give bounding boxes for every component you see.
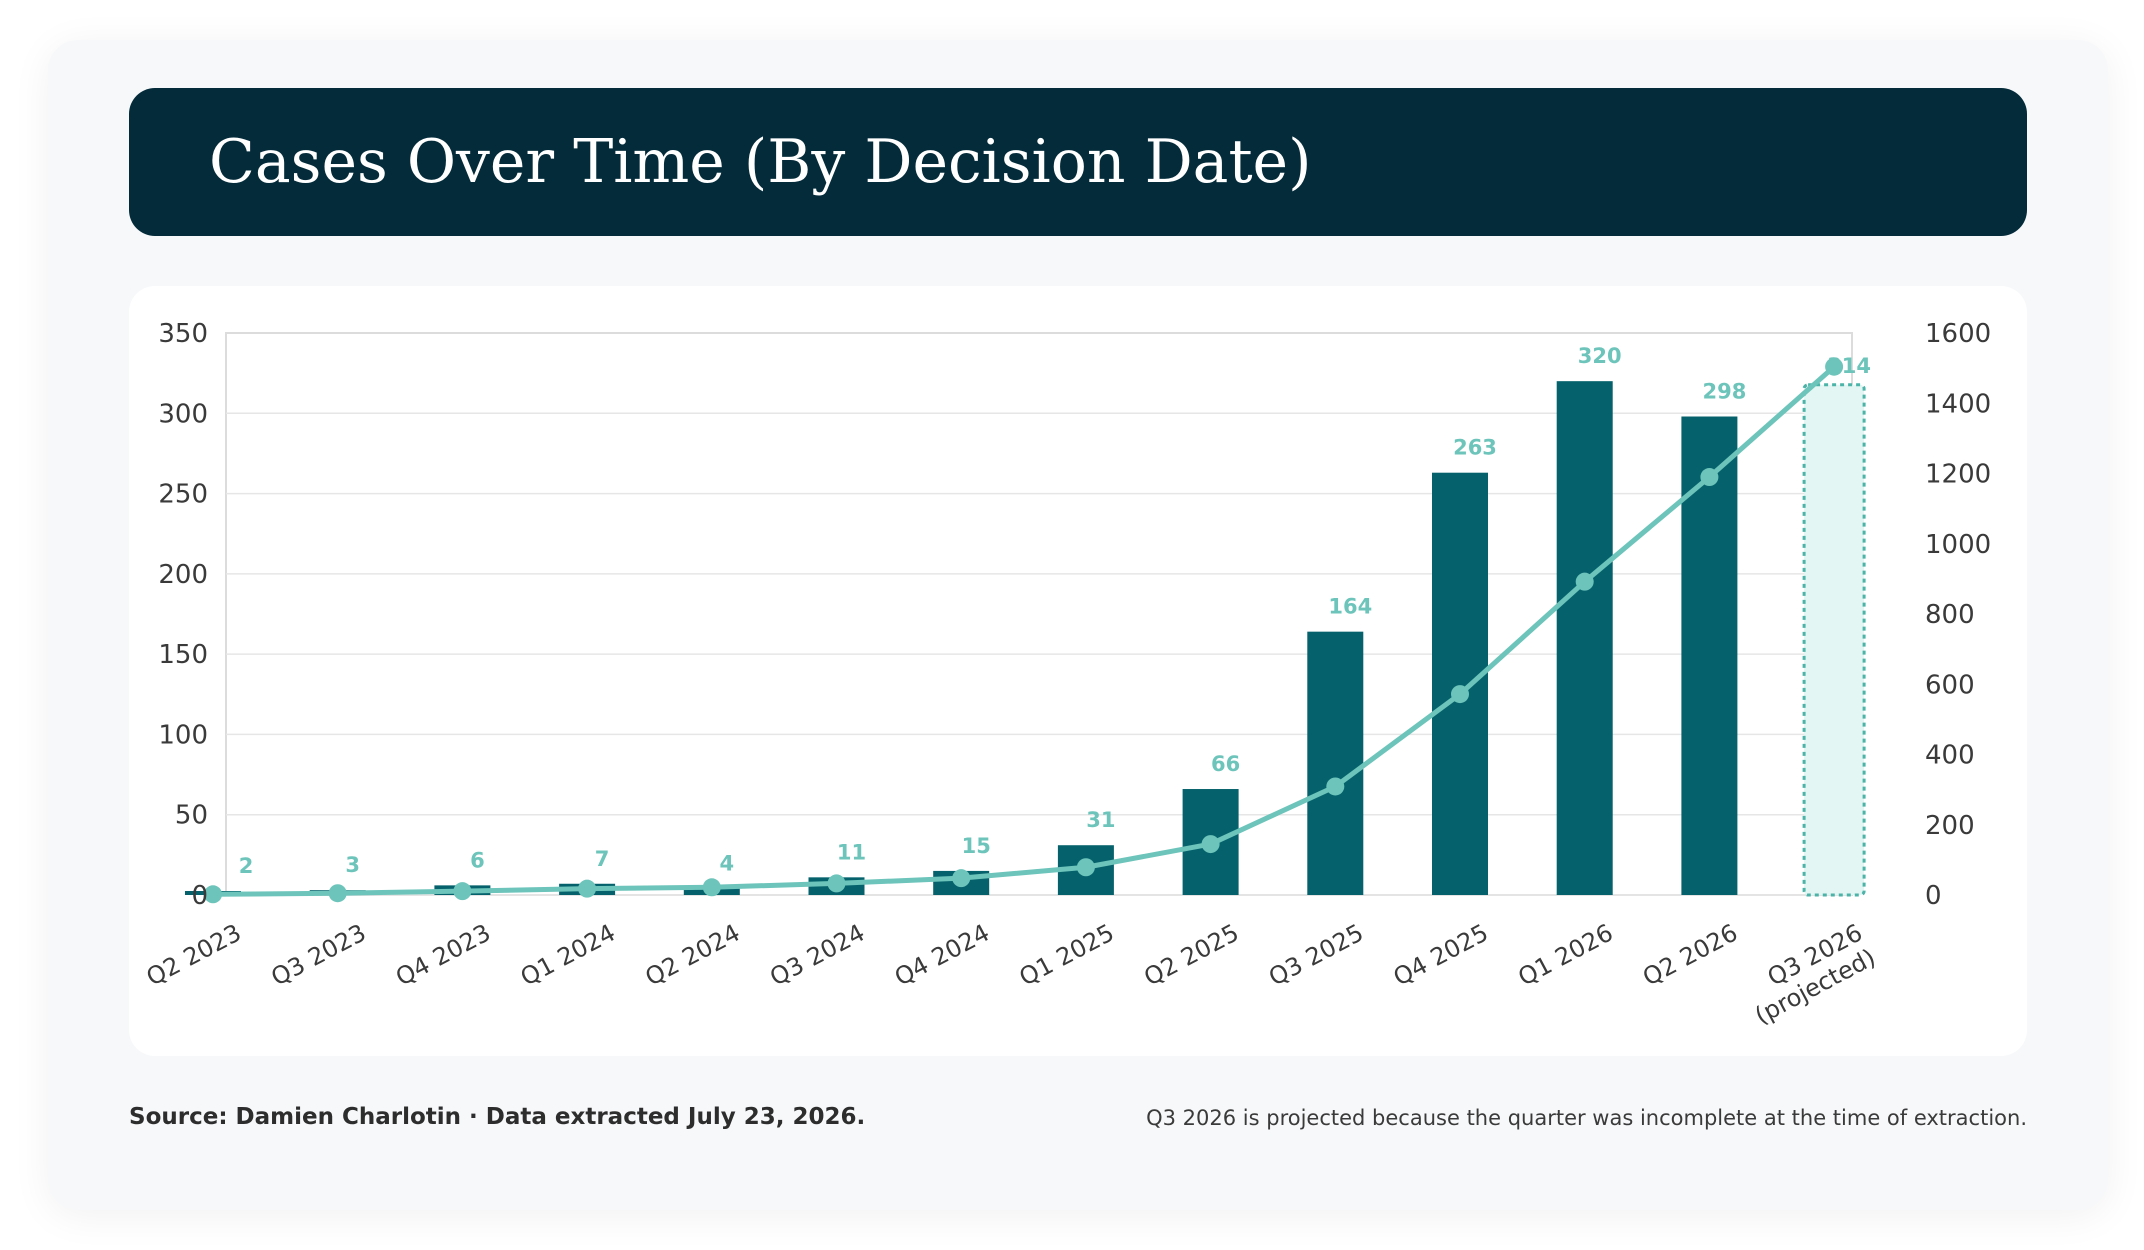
bar-value-label: 263 <box>1453 436 1497 460</box>
x-tick-label: Q4 2025 <box>1389 919 1493 992</box>
line-point <box>1575 572 1594 591</box>
x-tick-label: Q3 2023 <box>267 919 371 992</box>
x-tick-label: Q4 2024 <box>890 919 994 992</box>
line-point <box>1451 685 1469 704</box>
x-tick-label: Q2 2023 <box>142 919 246 992</box>
bar-projected <box>1802 383 1866 897</box>
x-tick-label: Q3 2024 <box>765 919 869 992</box>
line-point <box>578 879 597 898</box>
y-tick-label: 0 <box>191 881 208 911</box>
line-point <box>702 878 721 897</box>
x-tick-label: Q2 2026 <box>1638 919 1742 992</box>
bar-value-label: 298 <box>1702 379 1746 403</box>
line-point <box>453 882 472 901</box>
y-tick-label: 250 <box>158 480 208 510</box>
line-point <box>1201 835 1220 854</box>
y2-tick-label: 400 <box>1925 741 1975 771</box>
y2-tick-label: 200 <box>1925 811 1975 841</box>
bar-value-label: 3 <box>345 853 360 877</box>
y2-tick-label: 1000 <box>1925 530 1991 560</box>
line-point <box>1076 858 1095 877</box>
x-tick-label: Q2 2025 <box>1139 919 1243 992</box>
line-layer <box>204 357 1844 904</box>
line-point <box>827 874 846 893</box>
y-tick-label: 200 <box>158 560 208 590</box>
y2-tick-label: 1600 <box>1925 319 1991 349</box>
source-note: Source: Damien Charlotin · Data extracte… <box>129 1104 866 1130</box>
bar-value-label: 314 <box>1827 354 1871 378</box>
bar-value-label: 7 <box>595 847 610 871</box>
y2-tick-label: 1200 <box>1925 460 1991 490</box>
x-tick-label: Q2 2024 <box>641 919 745 992</box>
bar-value-label: 6 <box>470 848 485 872</box>
bar-value-label: 164 <box>1328 595 1372 619</box>
projection-note: Q3 2026 is projected because the quarter… <box>1146 1106 2027 1130</box>
bar-layer <box>185 381 1866 897</box>
y-tick-label: 100 <box>158 720 208 750</box>
y-tick-label: 350 <box>158 319 208 349</box>
y-tick-label: 300 <box>158 399 208 429</box>
bar-value-label: 320 <box>1578 344 1622 368</box>
x-tick-label: Q3 2026(projected) <box>1737 919 1880 1030</box>
cumulative-line <box>212 364 1836 897</box>
x-tick-label: Q3 2025 <box>1264 919 1368 992</box>
bar-value-label: 2 <box>239 854 254 878</box>
line-point <box>204 885 222 904</box>
x-tick-label: Q1 2026 <box>1514 919 1618 992</box>
x-tick-label: Q1 2024 <box>516 919 620 992</box>
y2-tick-label: 800 <box>1925 600 1975 630</box>
bar <box>1556 381 1613 896</box>
label-layer: 2 3 6 7 4 11 15 31 66 164 263 320 298 314 <box>239 344 1871 878</box>
bar <box>1307 631 1364 895</box>
x-tick-label: Q1 2025 <box>1015 919 1119 992</box>
bar <box>1432 472 1488 895</box>
page-title: Cases Over Time (By Decision Date) <box>209 127 1312 197</box>
line-point <box>1326 777 1345 796</box>
bar-value-label: 4 <box>719 852 734 876</box>
bar-value-label: 11 <box>837 840 866 864</box>
line-point <box>328 884 347 903</box>
line-point <box>1825 357 1844 376</box>
bar-value-label: 66 <box>1211 752 1240 776</box>
bar <box>1681 416 1738 895</box>
bar-value-label: 31 <box>1086 808 1115 832</box>
y2-tick-label: 1400 <box>1925 389 1991 419</box>
line-point <box>1700 468 1719 487</box>
y-tick-label: 50 <box>175 801 208 831</box>
title-banner: Cases Over Time (By Decision Date) <box>129 88 2027 236</box>
x-tick-label: Q4 2023 <box>391 919 495 992</box>
bar-value-label: 15 <box>962 834 991 858</box>
y2-tick-label: 0 <box>1925 881 1942 911</box>
y-tick-label: 150 <box>158 640 208 670</box>
y2-tick-label: 600 <box>1925 670 1975 700</box>
line-point <box>952 869 971 888</box>
